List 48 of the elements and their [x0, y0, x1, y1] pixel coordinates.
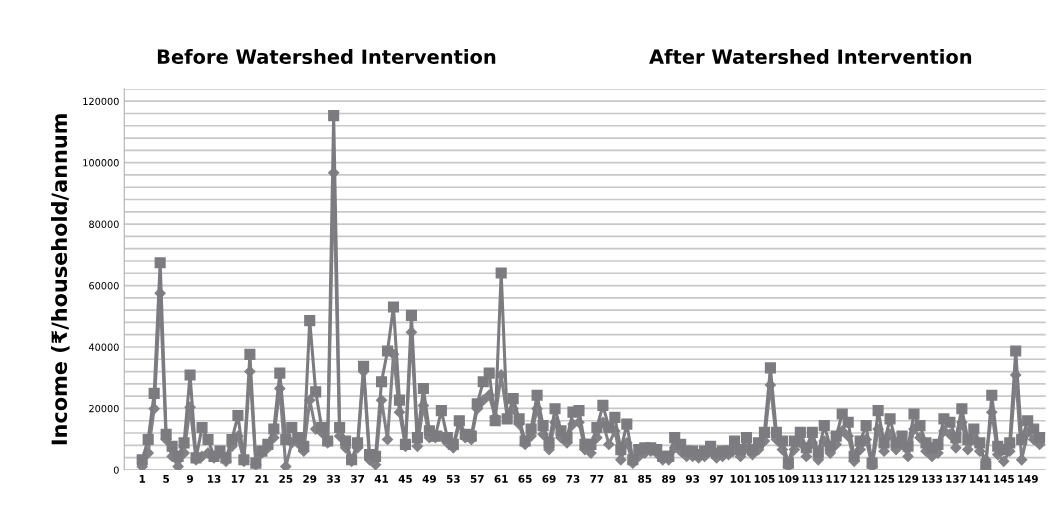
x-tick-label: 9 — [186, 474, 194, 483]
x-tick-label: 113 — [802, 474, 823, 483]
y-axis-title: Income (₹/household/annum — [51, 114, 70, 445]
x-tick-label: 37 — [351, 474, 365, 483]
x-tick-label: 17 — [231, 475, 245, 483]
y-tick-label: 120000 — [83, 97, 119, 106]
text: After Watershed Intervention — [649, 49, 972, 65]
x-tick-label: 21 — [255, 474, 269, 483]
x-tick-label: 69 — [542, 474, 556, 483]
x-tick-label: 101 — [730, 474, 751, 483]
x-tick-label: 53 — [446, 474, 460, 483]
x-tick-label: 1 — [139, 475, 146, 483]
text: Before Watershed Intervention — [157, 49, 496, 65]
y-tick-label: 100000 — [83, 159, 119, 167]
x-tick-label: 25 — [279, 474, 293, 483]
x-tick-label: 5 — [163, 475, 170, 483]
x-tick-label: 33 — [327, 474, 341, 483]
x-tick-label: 145 — [994, 475, 1014, 483]
x-tick-label: 77 — [590, 475, 604, 483]
x-tick-label: 125 — [874, 474, 895, 483]
x-tick-label: 85 — [638, 474, 652, 483]
y-tick-label: 20000 — [89, 404, 119, 413]
x-tick-label: 121 — [850, 474, 871, 483]
x-tick-label: 65 — [518, 474, 532, 483]
x-tick-label: 73 — [566, 474, 580, 483]
x-tick-label: 81 — [614, 474, 628, 483]
x-tick-label: 61 — [494, 474, 508, 483]
x-tick-label: 13 — [207, 474, 221, 483]
x-tick-label: 149 — [1017, 474, 1038, 483]
y-tick-label: 40000 — [88, 343, 119, 351]
x-tick-label: 29 — [303, 474, 317, 483]
x-tick-label: 129 — [898, 474, 919, 483]
x-tick-label: 105 — [754, 474, 775, 483]
x-tick-label: 133 — [922, 474, 942, 483]
x-tick-label: 45 — [398, 475, 412, 483]
x-tick-label: 89 — [662, 474, 676, 483]
x-tick-label: 137 — [946, 474, 966, 483]
x-tick-label: 141 — [970, 475, 990, 483]
x-tick-label: 93 — [685, 474, 700, 483]
x-tick-label: 57 — [470, 475, 484, 483]
y-tick-label: 60000 — [89, 282, 119, 290]
x-tick-label: 109 — [778, 474, 799, 483]
x-tick-label: 97 — [709, 474, 723, 483]
x-tick-label: 117 — [826, 475, 847, 483]
y-tick-label: 80000 — [89, 220, 119, 228]
x-tick-label: 41 — [374, 475, 389, 483]
y-tick-label: 0 — [113, 466, 119, 474]
x-tick-label: 49 — [422, 474, 436, 483]
